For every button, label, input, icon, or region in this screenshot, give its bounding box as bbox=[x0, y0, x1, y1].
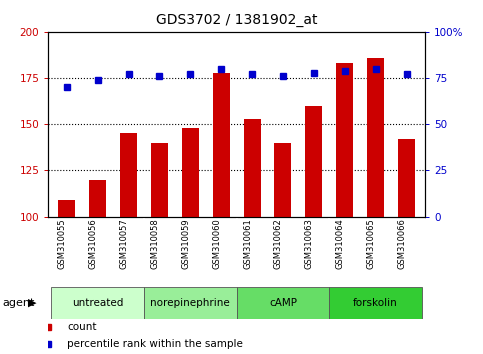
Bar bbox=[305, 106, 322, 217]
Text: GSM310059: GSM310059 bbox=[181, 218, 190, 269]
Text: GSM310061: GSM310061 bbox=[243, 218, 252, 269]
Bar bbox=[144, 287, 237, 319]
Text: GSM310062: GSM310062 bbox=[274, 218, 283, 269]
Bar bbox=[151, 143, 168, 217]
Text: GDS3702 / 1381902_at: GDS3702 / 1381902_at bbox=[156, 12, 317, 27]
Text: GSM310057: GSM310057 bbox=[120, 218, 128, 269]
Bar bbox=[367, 58, 384, 217]
Bar bbox=[182, 128, 199, 217]
Bar bbox=[120, 133, 137, 217]
Bar bbox=[237, 287, 329, 319]
Bar bbox=[51, 287, 144, 319]
Text: GSM310058: GSM310058 bbox=[151, 218, 159, 269]
Bar bbox=[243, 119, 261, 217]
Bar bbox=[89, 180, 106, 217]
Text: agent: agent bbox=[2, 298, 35, 308]
Text: GSM310065: GSM310065 bbox=[367, 218, 376, 269]
Text: norepinephrine: norepinephrine bbox=[151, 298, 230, 308]
Bar bbox=[398, 139, 415, 217]
Text: GSM310064: GSM310064 bbox=[336, 218, 345, 269]
Text: forskolin: forskolin bbox=[353, 298, 398, 308]
Text: count: count bbox=[67, 321, 97, 332]
Bar bbox=[274, 143, 291, 217]
Text: GSM310063: GSM310063 bbox=[305, 218, 314, 269]
Text: GSM310066: GSM310066 bbox=[398, 218, 407, 269]
Bar bbox=[329, 287, 422, 319]
Text: GSM310055: GSM310055 bbox=[58, 218, 67, 269]
Bar bbox=[58, 200, 75, 217]
Bar bbox=[213, 73, 230, 217]
Text: percentile rank within the sample: percentile rank within the sample bbox=[67, 339, 243, 349]
Text: GSM310056: GSM310056 bbox=[89, 218, 98, 269]
Text: ▶: ▶ bbox=[28, 298, 36, 308]
Text: untreated: untreated bbox=[72, 298, 123, 308]
Bar bbox=[336, 63, 353, 217]
Text: GSM310060: GSM310060 bbox=[212, 218, 221, 269]
Text: cAMP: cAMP bbox=[269, 298, 297, 308]
